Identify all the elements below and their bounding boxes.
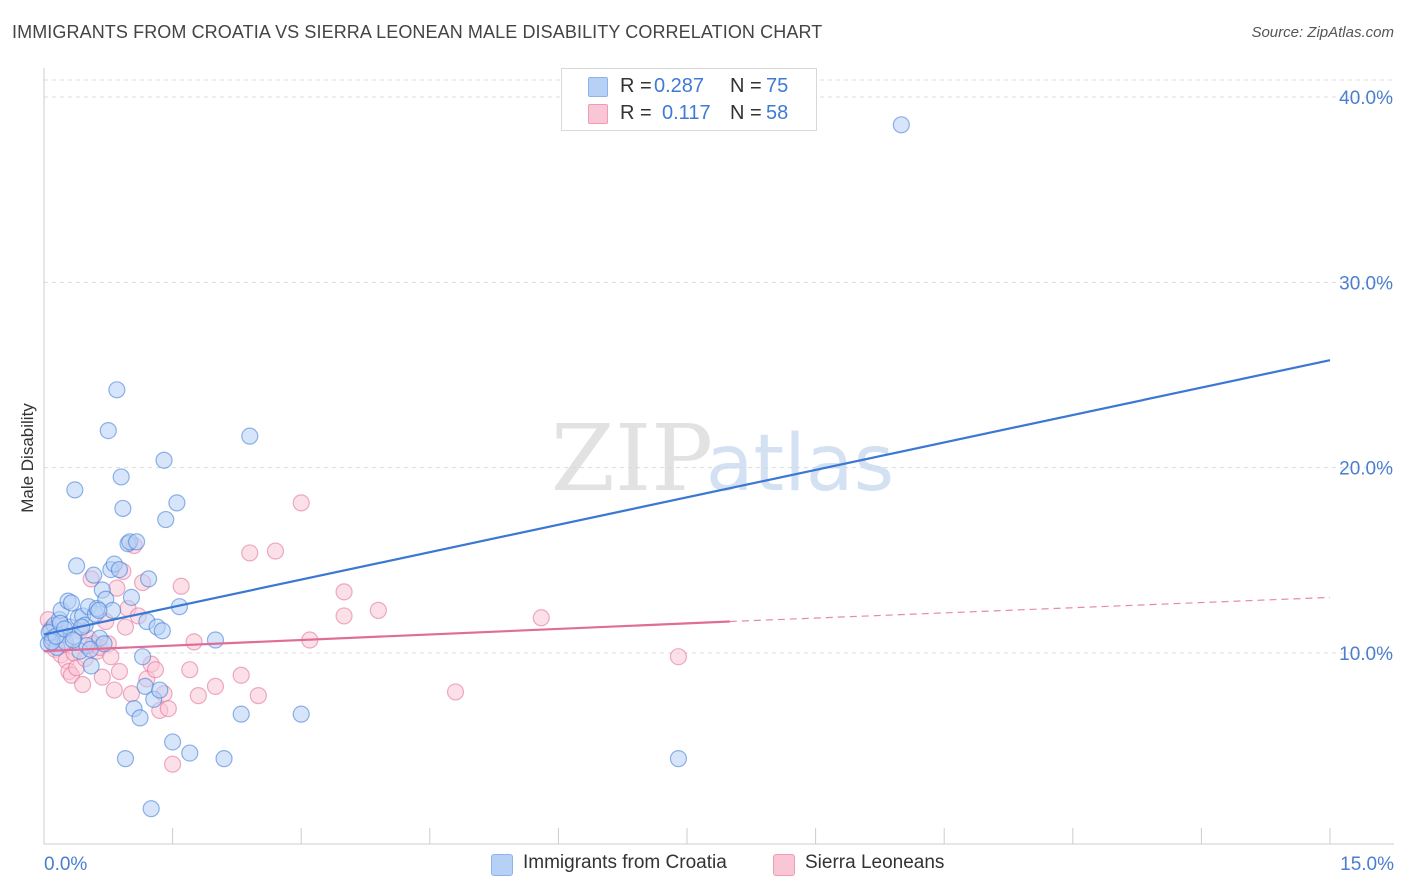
- croatia-point: [85, 566, 103, 584]
- trend-lines: [43, 359, 1331, 653]
- croatia-point: [892, 116, 910, 134]
- legend-r-value: 0.287: [654, 75, 705, 97]
- sierra-point: [369, 601, 387, 619]
- sierra-point: [335, 583, 353, 601]
- sierra-point: [446, 683, 465, 701]
- watermark-atlas: atlas: [706, 419, 895, 509]
- y-tick-label: 30.0%: [1339, 273, 1393, 294]
- croatia-point: [232, 705, 250, 723]
- croatia-point: [99, 422, 117, 440]
- axes: [43, 68, 1394, 845]
- watermark-zip: ZIP: [551, 405, 713, 512]
- croatia-point: [90, 601, 108, 619]
- croatia-point: [114, 499, 132, 518]
- y-tick-label: 10.0%: [1339, 644, 1393, 665]
- croatia-point: [168, 494, 186, 512]
- x-tick-label-max: 15.0%: [1340, 854, 1394, 875]
- croatia-point: [131, 709, 149, 727]
- sierra-point: [146, 661, 165, 679]
- stats-legend: R = 0.287 N = 75 R = 0.117 N = 58: [561, 68, 817, 131]
- series-name-croatia: Immigrants from Croatia: [523, 852, 727, 873]
- croatia-point: [127, 533, 146, 551]
- croatia-point: [82, 657, 100, 675]
- sierra-point: [105, 681, 123, 699]
- legend-n-label: N =: [730, 102, 762, 124]
- sierra-point: [164, 755, 182, 773]
- croatia-point: [153, 622, 171, 640]
- y-tick-label: 40.0%: [1339, 88, 1393, 109]
- sierra-point: [93, 668, 111, 686]
- watermark: ZIP atlas: [551, 405, 894, 512]
- legend-n-value: 58: [766, 102, 789, 124]
- sierra-point: [232, 666, 250, 684]
- sierra-point: [335, 607, 353, 625]
- chart-title: IMMIGRANTS FROM CROATIA VS SIERRA LEONEA…: [12, 22, 823, 42]
- sierra-point: [159, 699, 177, 718]
- series-swatch-croatia: [491, 854, 513, 876]
- croatia-trend-line: [43, 359, 1331, 636]
- sierra-point: [266, 542, 285, 560]
- series-name-sierra: Sierra Leoneans: [805, 852, 945, 873]
- legend-swatch-sierra: [588, 104, 608, 124]
- croatia-point: [142, 800, 160, 818]
- croatia-point: [155, 451, 173, 469]
- sierra-trend-extension: [729, 596, 1331, 623]
- sierra-point: [241, 544, 259, 562]
- sierra-point: [73, 675, 92, 694]
- croatia-point: [669, 750, 688, 768]
- croatia-point: [151, 681, 169, 699]
- sierra-point: [249, 687, 267, 705]
- sierra-point: [206, 677, 225, 695]
- croatia-point: [112, 468, 130, 486]
- croatia-point: [67, 557, 86, 575]
- legend-r-label: R =: [620, 75, 652, 97]
- grid-lines: [44, 79, 1394, 654]
- croatia-point: [133, 648, 152, 666]
- sierra-point: [669, 648, 688, 666]
- source-label: Source: ZipAtlas.com: [1251, 24, 1394, 41]
- croatia-point: [215, 750, 233, 768]
- x-tick-label-min: 0.0%: [44, 854, 87, 875]
- sierra-point: [532, 609, 550, 627]
- croatia-point: [157, 510, 175, 529]
- croatia-point: [66, 481, 84, 499]
- croatia-point: [110, 560, 129, 579]
- croatia-point: [64, 631, 82, 649]
- sierra-point: [116, 618, 135, 636]
- croatia-point: [292, 705, 310, 723]
- sierra-point: [292, 494, 310, 512]
- series-swatch-sierra: [773, 854, 795, 876]
- croatia-point: [164, 733, 182, 751]
- sierra-point: [172, 577, 190, 595]
- croatia-point: [181, 744, 199, 762]
- sierra-trend-line: [43, 620, 730, 653]
- croatia-point: [139, 570, 158, 588]
- legend-swatch-croatia: [588, 77, 608, 97]
- sierra-point: [185, 633, 203, 651]
- y-tick-label: 20.0%: [1339, 459, 1393, 480]
- legend-n-label: N =: [730, 75, 762, 97]
- sierra-point: [189, 687, 207, 705]
- croatia-point: [206, 631, 225, 649]
- sierra-point: [181, 661, 199, 679]
- sierra-point: [110, 662, 129, 681]
- legend-r-value: 0.117: [662, 102, 711, 124]
- croatia-point: [241, 427, 259, 445]
- legend-r-label: R =: [620, 102, 652, 124]
- legend-n-value: 75: [766, 75, 789, 97]
- croatia-point: [122, 588, 141, 607]
- tick-labels: 10.0% 20.0% 30.0% 40.0% 0.0% 15.0%: [44, 88, 1394, 875]
- croatia-point: [108, 381, 126, 399]
- croatia-point: [62, 594, 81, 612]
- croatia-point: [116, 750, 135, 768]
